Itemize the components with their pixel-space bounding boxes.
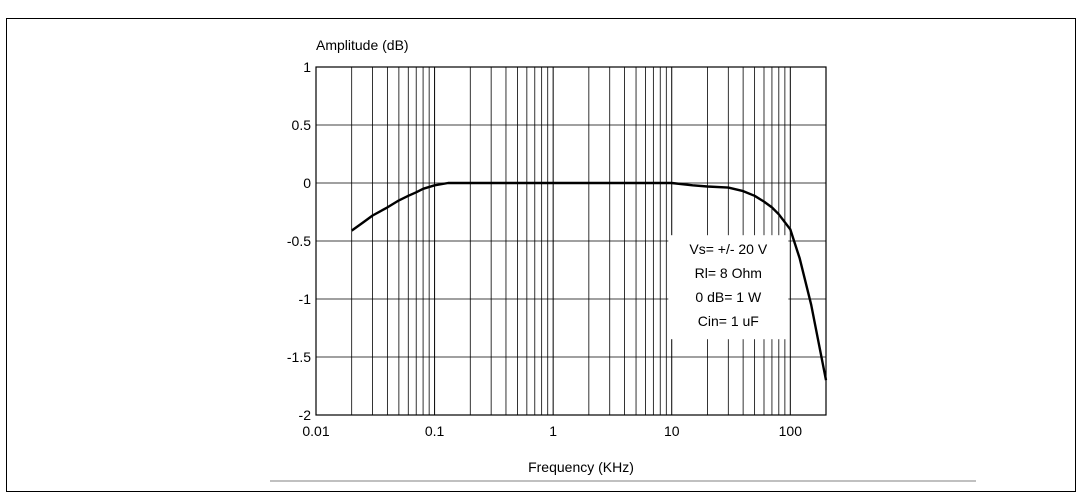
annotation-line: Cin= 1 uF bbox=[698, 313, 759, 329]
y-tick-label: -1.5 bbox=[287, 349, 311, 365]
x-tick-label: 0.1 bbox=[425, 423, 445, 439]
y-tick-label: -2 bbox=[299, 407, 312, 423]
x-axis-label: Frequency (KHz) bbox=[528, 459, 634, 475]
annotation-background bbox=[668, 235, 789, 340]
x-tick-label: 0.01 bbox=[302, 423, 329, 439]
y-tick-label: 0 bbox=[303, 175, 311, 191]
plot-area-border bbox=[315, 66, 827, 416]
y-tick-label: -1 bbox=[299, 291, 312, 307]
annotation-line: 0 dB= 1 W bbox=[695, 289, 762, 305]
y-tick-label: 1 bbox=[303, 59, 311, 75]
y-tick-labels: 1 0.5 0 -0.5 -1 -1.5 -2 bbox=[287, 59, 311, 423]
test-conditions-annotation: Vs= +/- 20 V Rl= 8 Ohm 0 dB= 1 W Cin= 1 uF bbox=[668, 235, 789, 340]
x-tick-label: 1 bbox=[549, 423, 557, 439]
figure-frame bbox=[6, 18, 1076, 492]
y-axis-label: Amplitude (dB) bbox=[316, 37, 409, 53]
x-tick-label: 10 bbox=[664, 423, 680, 439]
y-tick-label: -0.5 bbox=[287, 233, 311, 249]
annotation-line: Vs= +/- 20 V bbox=[689, 241, 767, 257]
annotation-line: Rl= 8 Ohm bbox=[695, 265, 762, 281]
x-tick-labels: 0.01 0.1 1 10 100 bbox=[302, 423, 802, 439]
y-tick-label: 0.5 bbox=[292, 117, 312, 133]
series-line-amplitude bbox=[351, 181, 828, 381]
x-tick-label: 100 bbox=[779, 423, 803, 439]
